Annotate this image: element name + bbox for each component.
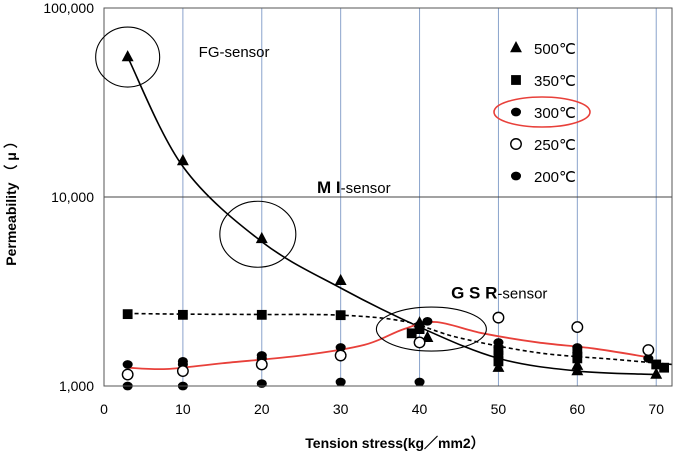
- data-point: [335, 310, 346, 321]
- data-point: [651, 359, 662, 370]
- data-point: [414, 377, 425, 387]
- data-point: [334, 349, 347, 362]
- data-point: [406, 328, 417, 339]
- data-point: [572, 348, 583, 358]
- data-point: [422, 316, 433, 326]
- data-point: [493, 350, 504, 361]
- legend-marker: [511, 75, 521, 85]
- data-point: [176, 154, 189, 166]
- data-point: [572, 353, 583, 364]
- annotation-label: M I-sensor: [317, 178, 391, 197]
- legend-label: 350℃: [534, 73, 576, 90]
- legend-label: 500℃: [534, 41, 576, 58]
- annotation-ellipse: [95, 26, 161, 88]
- grid-lines: [104, 8, 672, 386]
- legend-marker: [510, 41, 522, 53]
- data-point: [571, 321, 584, 334]
- fit-curve-dashed-black: [127, 312, 673, 366]
- x-tick-label: 20: [254, 401, 270, 417]
- annotation-text: -sensor: [497, 286, 547, 303]
- annotation-label: G S R-sensor: [451, 284, 547, 303]
- data-point: [659, 362, 670, 373]
- data-point: [177, 309, 188, 320]
- data-point: [492, 311, 505, 324]
- legend-label: 200℃: [534, 169, 576, 186]
- data-point: [413, 336, 426, 349]
- data-point: [121, 50, 134, 62]
- x-tick-label: 40: [412, 401, 428, 417]
- data-point: [493, 343, 504, 352]
- plot-border: [103, 7, 673, 387]
- legend-highlight-ellipse: [493, 96, 591, 128]
- y-tick-labels: 1,000 10,000 100,000: [43, 0, 94, 394]
- legend-label: 250℃: [534, 137, 576, 154]
- data-point: [122, 309, 133, 320]
- plot-frame: [103, 7, 673, 387]
- data-point: [121, 368, 134, 381]
- x-tick-label: 70: [648, 401, 664, 417]
- data-point: [122, 360, 133, 369]
- annotation-bold-prefix: M I: [317, 178, 341, 197]
- data-point: [176, 365, 189, 377]
- legend: 500℃ 350℃ 300℃ 250℃ 200℃: [493, 41, 591, 186]
- data-point: [255, 358, 268, 371]
- x-tick-label: 60: [570, 401, 586, 417]
- y-tick-label: 100,000: [43, 0, 94, 16]
- data-markers: [121, 50, 670, 391]
- data-point: [334, 273, 347, 286]
- annotation-ellipse: [375, 306, 487, 352]
- data-point: [493, 356, 504, 367]
- x-tick-label: 30: [333, 401, 349, 417]
- annotation-text: FG-sensor: [199, 44, 270, 61]
- annotation-label: FG-sensor: [199, 44, 270, 61]
- data-point: [650, 367, 663, 379]
- data-point: [256, 309, 267, 320]
- x-tick-label: 50: [491, 401, 507, 417]
- x-tick-labels: 0 10 20 30 40 50 60 70: [100, 401, 664, 417]
- y-axis-label: Permeability （ μ ）: [3, 134, 19, 266]
- x-tick-label: 10: [175, 401, 191, 417]
- data-point: [335, 377, 346, 387]
- data-point: [492, 360, 505, 372]
- y-tick-label: 10,000: [51, 189, 94, 205]
- legend-marker: [510, 107, 522, 117]
- legend-marker: [510, 138, 522, 150]
- data-point: [571, 358, 584, 370]
- annotation-bold-prefix: G S R: [451, 284, 497, 303]
- fit-curves: [126, 56, 673, 376]
- annotation-text: -sensor: [341, 180, 391, 197]
- data-point: [256, 351, 267, 360]
- data-point: [255, 231, 268, 244]
- fit-curve-solid-black: [126, 56, 657, 376]
- legend-label: 300℃: [534, 105, 576, 122]
- fit-curve-solid-red: [127, 321, 649, 371]
- data-point: [256, 379, 267, 388]
- y-tick-label: 1,000: [59, 378, 94, 394]
- data-point: [642, 344, 655, 356]
- data-point: [414, 320, 425, 330]
- data-point: [643, 354, 654, 363]
- x-axis-label: Tension stress(kg／mm2）: [305, 435, 484, 451]
- x-tick-label: 0: [100, 401, 108, 417]
- legend-marker: [510, 171, 522, 181]
- data-point: [335, 343, 346, 352]
- annotation-ellipse: [219, 200, 297, 268]
